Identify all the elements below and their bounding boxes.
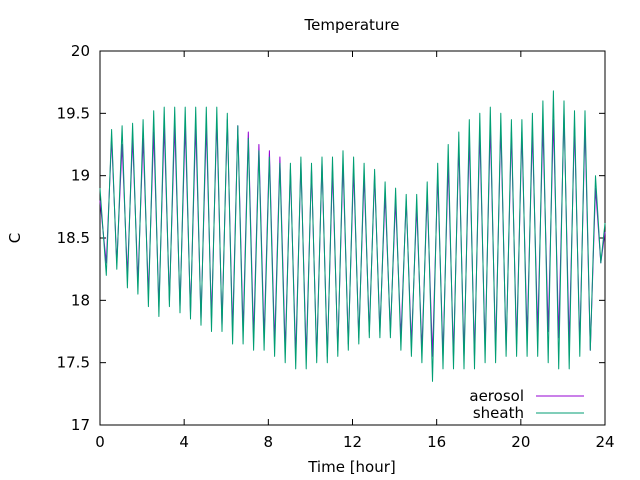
series-line-sheath	[99, 90, 606, 382]
y-tick-label: 18.5	[57, 229, 90, 247]
series-layer	[99, 90, 606, 382]
legend-label-aerosol: aerosol	[469, 387, 524, 405]
y-tick-label: 20	[71, 42, 90, 60]
y-tick-label: 17.5	[57, 354, 90, 372]
x-tick-label: 4	[179, 433, 189, 451]
x-tick-label: 0	[95, 433, 105, 451]
axes: 0 4 8 12 16 20 24 17 17.5 18 18.5 19 19.5 20	[57, 42, 615, 451]
x-tick-label: 12	[343, 433, 362, 451]
x-tick-label: 20	[511, 433, 530, 451]
y-tick-label: 18	[71, 291, 90, 309]
y-tick-label: 19.5	[57, 104, 90, 122]
x-axis-label: Time [hour]	[307, 458, 396, 476]
legend-label-sheath: sheath	[473, 404, 524, 422]
y-tick-label: 17	[71, 416, 90, 434]
x-tick-label: 16	[427, 433, 446, 451]
y-tick-label: 19	[71, 167, 90, 185]
chart-title: Temperature	[303, 16, 399, 34]
x-tick-label: 8	[264, 433, 274, 451]
y-axis-label: C	[6, 233, 24, 243]
x-tick-label: 24	[595, 433, 614, 451]
